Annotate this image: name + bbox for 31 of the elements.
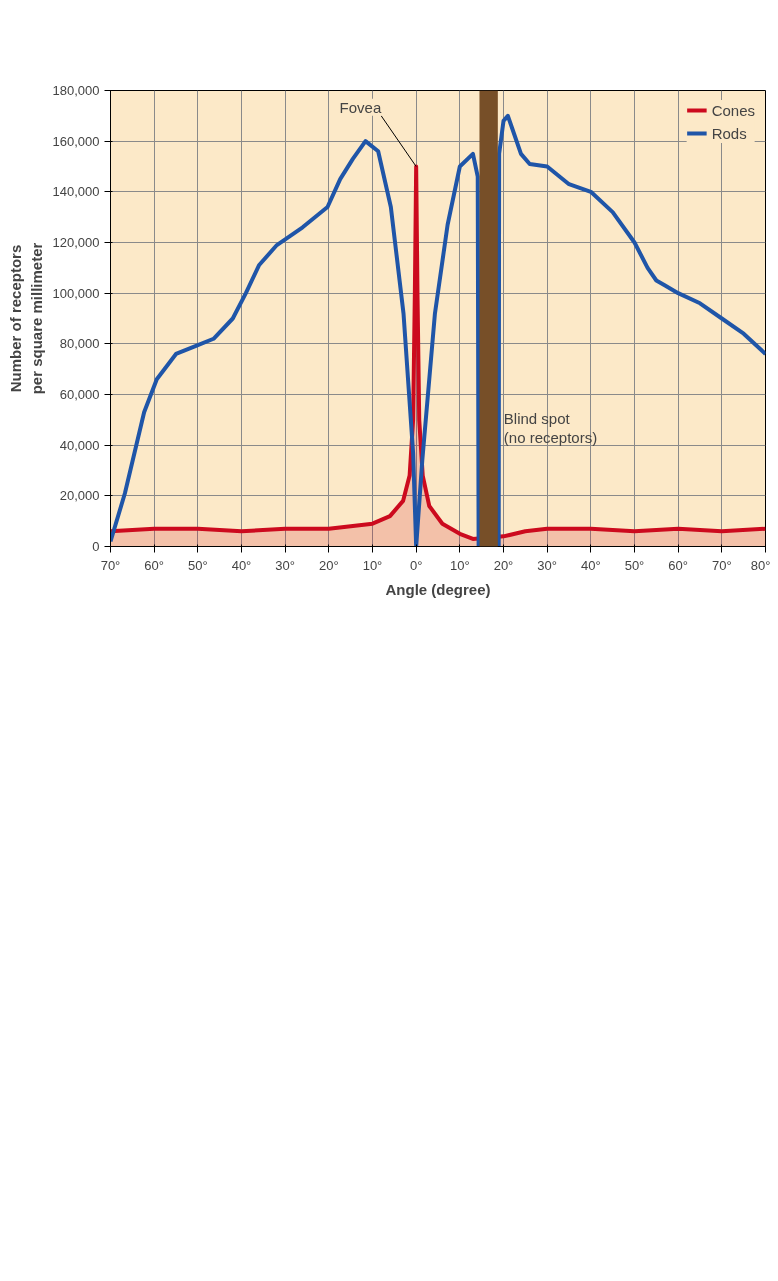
x-tick-label: 40°: [581, 557, 601, 573]
y-tick-label: 120,000: [52, 235, 100, 250]
x-tick-label: 60°: [144, 557, 165, 573]
annotation: Fovea: [339, 98, 382, 116]
x-tick-label: 50°: [188, 557, 208, 573]
x-tick-label: 20°: [493, 557, 514, 573]
x-tick-label: 70°: [100, 557, 121, 573]
x-tick-label: 70°: [712, 557, 732, 573]
x-tick-label: 50°: [624, 557, 645, 573]
x-axis-title: Angle (degree): [385, 580, 491, 598]
y-tick-label: 0: [92, 539, 100, 554]
legend-label: Cones: [711, 101, 755, 119]
y-tick-label: 140,000: [52, 184, 100, 200]
y-tick-label: 160,000: [52, 133, 100, 149]
y-tick-label: 80,000: [59, 336, 100, 352]
y-axis-title: Number of receptors per square millimeter: [7, 242, 45, 395]
x-tick-label: 60°: [668, 557, 689, 573]
x-tick-label: 10°: [450, 557, 470, 573]
y-tick-label: 100,000: [52, 285, 100, 301]
x-tick-label: 30°: [275, 557, 296, 573]
x-tick-label: 30°: [537, 557, 558, 573]
x-tick-label: 40°: [231, 557, 252, 573]
x-tick-label: 80°: [750, 557, 771, 573]
x-tick-label: 10°: [362, 557, 383, 573]
y-tick-label: 60,000: [59, 387, 100, 402]
y-tick-label: 20,000: [59, 488, 100, 504]
legend-label: Rods: [711, 124, 747, 142]
x-tick-label: 20°: [319, 557, 339, 573]
y-tick-label: 40,000: [59, 437, 100, 453]
y-tick-label: 180,000: [52, 83, 100, 98]
x-tick-label: 0°: [409, 557, 423, 573]
